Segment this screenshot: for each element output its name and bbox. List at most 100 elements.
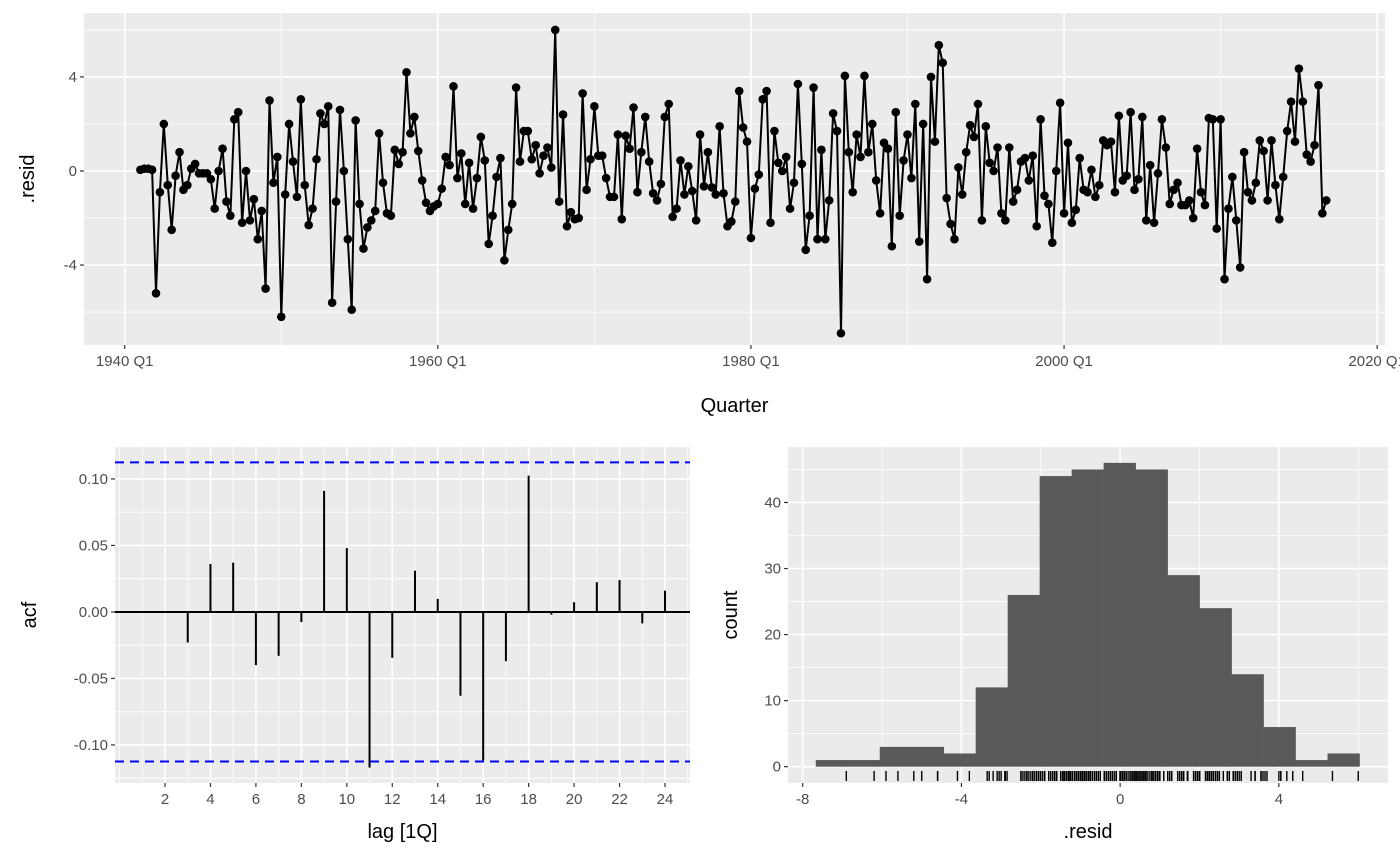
rug-ticks [845, 771, 1359, 781]
residual-point [288, 157, 298, 166]
x-tick-label: 20 [566, 791, 583, 808]
residual-point [355, 199, 364, 209]
residual-point [926, 72, 936, 82]
acf-panel [115, 447, 690, 783]
residual-point [366, 216, 376, 225]
residual-point [954, 163, 963, 172]
residual-point [1165, 199, 1175, 209]
residual-point [249, 194, 259, 204]
residual-point [680, 190, 689, 199]
residual-point [911, 99, 920, 109]
residual-point [1318, 209, 1327, 218]
residual-point [625, 144, 634, 153]
residual-point [695, 130, 705, 139]
residual-point [1208, 114, 1218, 124]
residual-point [864, 147, 873, 157]
residual-point [1161, 143, 1171, 152]
residual-point [374, 129, 384, 138]
residual-point [1243, 187, 1253, 197]
residual-point [766, 218, 775, 228]
residual-point [398, 147, 407, 157]
residual-point [914, 237, 924, 246]
residual-point [1106, 137, 1116, 146]
residual-point [147, 165, 157, 175]
residual-point [1216, 114, 1225, 124]
residual-point [339, 166, 349, 176]
residual-point [1321, 196, 1331, 205]
histogram-bar [1135, 469, 1168, 767]
residual-point [711, 190, 721, 199]
y-tick-label: 0.05 [79, 537, 108, 554]
panel-background [115, 447, 690, 783]
x-tick-label: 18 [520, 791, 537, 808]
residual-point [746, 233, 756, 243]
residual-point [276, 312, 286, 322]
residual-point [1110, 187, 1120, 197]
residual-point [617, 214, 627, 224]
residual-point [406, 129, 415, 138]
residual-point [805, 211, 814, 220]
residual-point [445, 160, 454, 170]
residual-point [292, 192, 302, 202]
residual-point [159, 119, 169, 129]
residual-point [750, 184, 760, 193]
axes: 2 4 6 8 10 12 14 16 18 20 22 24-0.10-0.050.000.050.… [19, 471, 673, 843]
residual-point [390, 145, 400, 155]
residual-point [413, 146, 423, 156]
residual-point [316, 109, 325, 118]
residual-point [1228, 172, 1237, 182]
residual-point [1224, 204, 1233, 213]
x-tick-label: 1980 Q1 [722, 353, 780, 370]
residual-point [1083, 187, 1092, 197]
residual-point [1126, 107, 1135, 117]
residual-point [363, 223, 372, 232]
histogram-bar [1103, 462, 1136, 767]
residual-point [977, 216, 987, 225]
y-axis-title: count [720, 590, 742, 639]
residual-point [1122, 171, 1131, 181]
residual-point [817, 145, 826, 155]
x-tick-label: -4 [955, 791, 968, 808]
residual-point [241, 166, 251, 176]
histogram-bar [1071, 469, 1104, 767]
residual-point [566, 207, 576, 217]
residual-point [335, 105, 345, 115]
y-tick-label: 40 [764, 494, 781, 511]
residual-point [226, 211, 235, 220]
residual-point [934, 40, 944, 50]
y-axis-title: acf [19, 601, 41, 628]
residual-point [1032, 221, 1041, 231]
residual-point [265, 96, 274, 105]
x-tick-label: 2 [161, 791, 169, 808]
residual-point [1059, 209, 1069, 218]
residual-point [985, 158, 994, 168]
residual-point [609, 192, 619, 202]
residual-point [1001, 216, 1010, 225]
x-tick-label: 1960 Q1 [409, 353, 467, 370]
residual-point [793, 79, 803, 89]
residual-point [402, 67, 411, 77]
residual-point [1020, 153, 1030, 163]
x-tick-label: 24 [657, 791, 674, 808]
residual-point [578, 89, 587, 98]
residual-point [1087, 165, 1096, 175]
residual-point [476, 132, 486, 142]
residual-point [347, 305, 357, 315]
residual-point [973, 99, 983, 109]
residual-point [1063, 138, 1073, 148]
histogram-bar [943, 753, 976, 767]
histogram-bar [879, 746, 913, 767]
residual-point [809, 83, 818, 92]
residual-point [1278, 172, 1288, 182]
residual-point [1275, 214, 1284, 224]
residual-point [703, 147, 713, 157]
axes: 1940 Q1 1960 Q1 1980 Q1 2000 Q1 2020 Q1 -4 0 4 Q… [17, 69, 1400, 417]
y-tick-label: 30 [764, 561, 781, 578]
residual-point [1298, 97, 1308, 106]
residual-point [163, 180, 173, 190]
histogram-bar [1039, 476, 1072, 767]
residual-point [950, 234, 959, 244]
residual-point [1055, 98, 1065, 108]
residual-point [312, 154, 321, 164]
